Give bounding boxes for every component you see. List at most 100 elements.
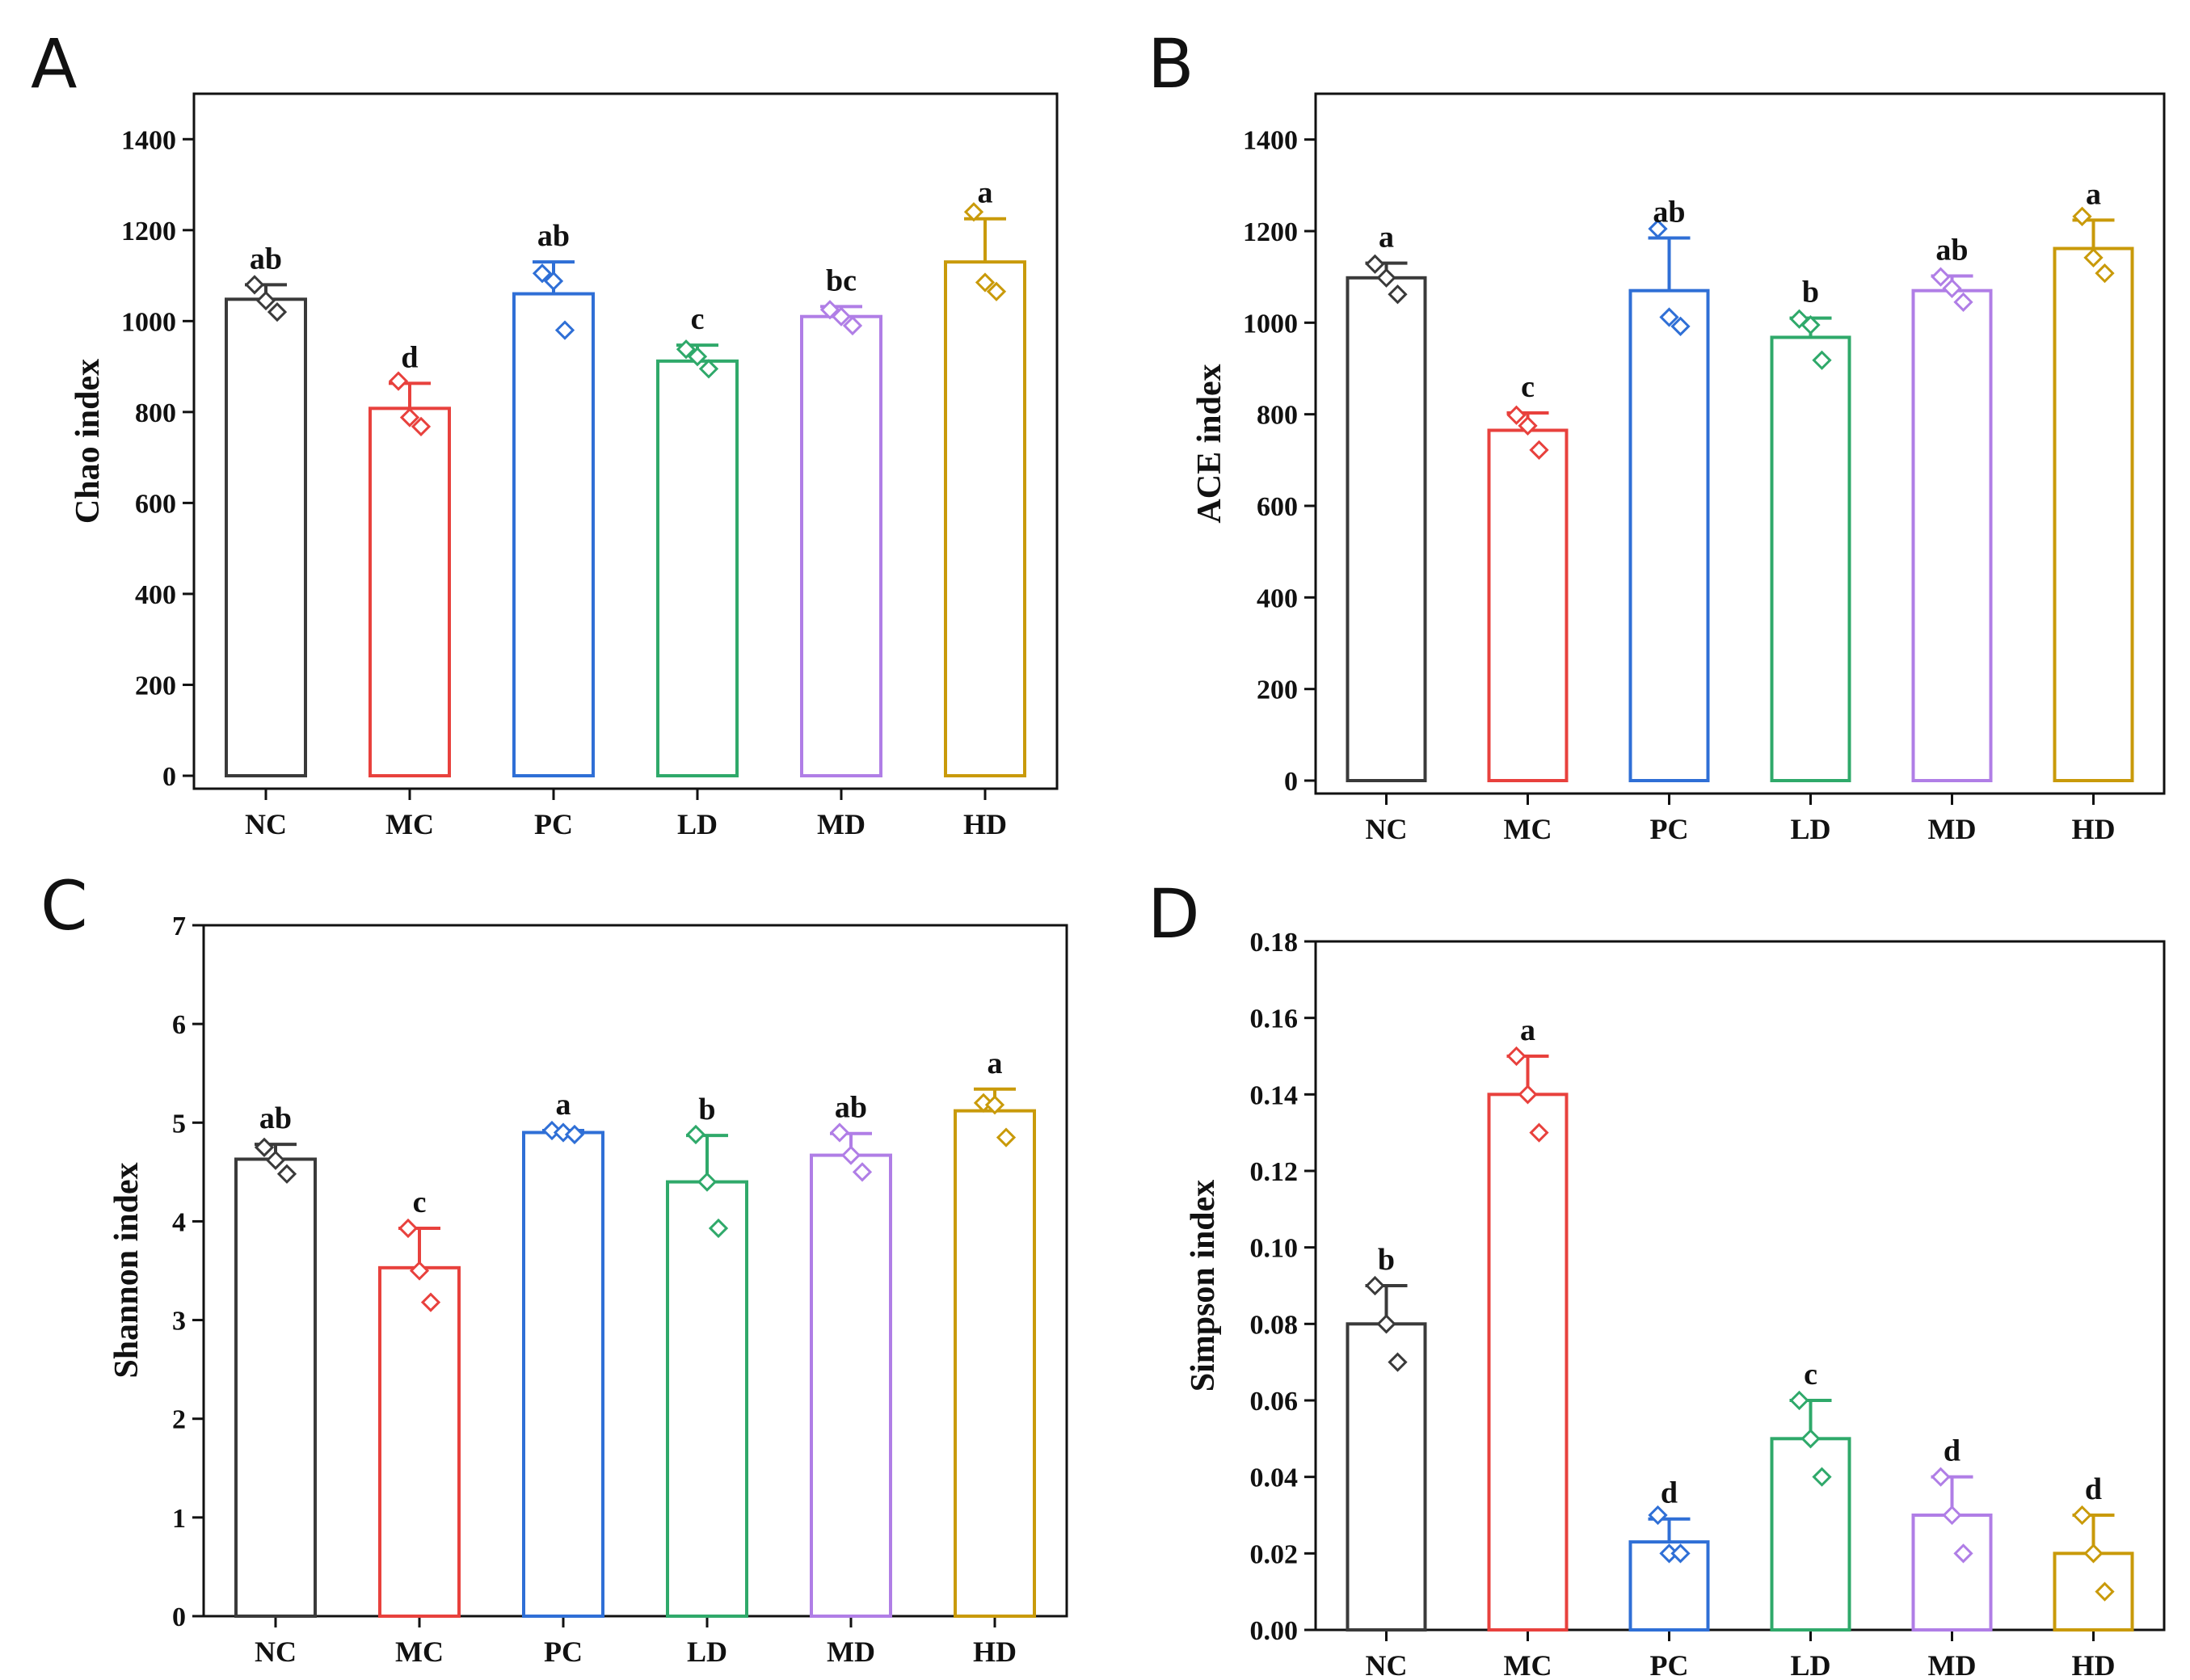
panel-b-data-point (1659, 307, 1679, 327)
panel-c-bar-hd (954, 1109, 1036, 1618)
panel-b-category-label: PC (1650, 813, 1689, 845)
panel-d-significance-label: a (1520, 1013, 1535, 1047)
panel-a-data-point (698, 359, 719, 379)
panel-c-significance-label: ab (259, 1101, 292, 1135)
panel-c-data-point (409, 1261, 430, 1281)
panel-c-significance-label: b (698, 1093, 715, 1126)
panel-b-significance-label: a (1379, 221, 1394, 255)
panel-c-data-point (685, 1124, 706, 1145)
panel-c-data-point (265, 1150, 286, 1170)
panel-a-bar-md (800, 314, 882, 777)
panel-b-significance-label: b (1802, 276, 1819, 309)
panel-b-data-point (1670, 316, 1691, 336)
panel-d-category-label: PC (1650, 1649, 1689, 1680)
panel-d-data-point (1953, 1543, 1973, 1564)
panel-d-data-point (1365, 1275, 1385, 1296)
panel-d-data-point (1670, 1543, 1691, 1564)
panel-a-category-label: PC (534, 808, 573, 840)
panel-b-bar-mc (1487, 428, 1569, 782)
panel-b-category-label: LD (1790, 813, 1830, 845)
panel-b-category-label: MC (1504, 813, 1552, 845)
panel-d-data-point (2095, 1581, 2115, 1602)
panel-a-category-label: MD (817, 808, 865, 840)
panel-c-bar-ld (666, 1180, 748, 1618)
panel-c-data-point (398, 1218, 419, 1239)
panel-b-label: B (1148, 24, 1194, 103)
panel-a-ytick-label: 600 (135, 489, 176, 519)
panel-d-significance-label: d (1944, 1434, 1960, 1468)
panel-d-ytick-label: 0.00 (1250, 1616, 1299, 1646)
panel-a-bar-nc (225, 297, 307, 778)
panel-b-data-point (1506, 405, 1527, 425)
panel-d-ytick-label: 0.10 (1250, 1234, 1299, 1264)
panel-c-data-point (829, 1122, 850, 1143)
panel-a-bar-pc (512, 292, 595, 778)
panel-c-bar-nc (234, 1157, 317, 1618)
panel-a-data-point (986, 281, 1007, 301)
panel-c-category-label: HD (973, 1636, 1017, 1668)
panel-a-data-point (388, 371, 409, 391)
panel-b-ytick-label: 1200 (1243, 217, 1298, 247)
panel-b-significance-label: c (1521, 370, 1535, 404)
panel-a-category-label: LD (677, 808, 718, 840)
panel-a-significance-label: d (401, 340, 418, 374)
panel-c-significance-label: c (413, 1185, 427, 1219)
panel-b-ytick-label: 800 (1257, 401, 1298, 431)
panel-a-data-point (831, 306, 852, 326)
panel-a-data-point (267, 301, 288, 322)
panel-a-ticks: 0 200 400 600 800 1000 1200 1400 NC MC PC LD MD HD (121, 125, 1007, 840)
panel-c-data-point (697, 1172, 718, 1192)
panel-d-data-point (1506, 1046, 1527, 1067)
panel-d-ytick-label: 0.06 (1250, 1387, 1299, 1417)
panel-b-data-point (1376, 267, 1396, 288)
panel-b-ytick-label: 0 (1284, 767, 1298, 797)
panel-d-bar-hd (2053, 1552, 2134, 1632)
panel-d-bar-ld (1770, 1437, 1851, 1632)
panel-a-bars: ab d ab c bc a (225, 176, 1026, 778)
panel-d-data-point (1529, 1122, 1549, 1143)
panel-b-category-label: HD (2072, 813, 2116, 845)
panel-c-ticks: 0 1 2 3 4 5 6 7 NC MC PC LD MD HD (172, 912, 1017, 1668)
panel-b-ytick-label: 600 (1257, 492, 1298, 522)
panel-b-ytick-label: 400 (1257, 583, 1298, 613)
panel-b-data-point (1648, 219, 1668, 239)
panel-c-data-point (564, 1124, 585, 1145)
panel-c-ylabel: Shannon index (108, 1162, 145, 1378)
panel-a-ytick-label: 200 (135, 671, 176, 701)
panel-d-category-label: LD (1790, 1649, 1830, 1680)
panel-d-ytick-label: 0.12 (1250, 1157, 1299, 1187)
panel-a-ytick-label: 800 (135, 398, 176, 428)
panel-d-label: D (1148, 874, 1200, 954)
panel-b-bar-hd (2053, 246, 2134, 782)
panel-c-data-point (840, 1145, 861, 1165)
panel-a-ytick-label: 1000 (121, 307, 176, 337)
panel-b-ytick-label: 200 (1257, 676, 1298, 705)
panel-b-significance-label: a (2086, 177, 2101, 211)
panel-c-category-label: PC (544, 1636, 583, 1668)
panel-b-significance-label: ab (1653, 196, 1685, 229)
panel-d-ylabel: Simpson index (1185, 1180, 1222, 1392)
panel-a-category-label: HD (963, 808, 1007, 840)
panel-a-data-point (842, 315, 863, 336)
panel-d-data-point (2072, 1505, 2092, 1526)
panel-b-bar-md (1911, 288, 1993, 782)
panel-c-bar-pc (522, 1131, 604, 1618)
panel-d-data-point (1518, 1084, 1538, 1105)
panel-d-bars: b a d c d d (1346, 1013, 2134, 1632)
panel-d-ytick-label: 0.14 (1250, 1080, 1299, 1110)
panel-a-data-point (399, 407, 420, 427)
panel-b: B ACE index 0 200 400 600 800 1000 1200 1400 NC M… (1148, 24, 2166, 845)
panel-d-data-point (1648, 1505, 1668, 1526)
panel-a-significance-label: bc (826, 263, 857, 297)
panel-c-ytick-label: 1 (172, 1504, 186, 1534)
panel-c-bar-mc (378, 1265, 461, 1618)
panel-a-significance-label: a (978, 176, 993, 210)
panel-b-category-label: NC (1366, 813, 1408, 845)
panel-a-ytick-label: 0 (162, 762, 176, 792)
panel-c-frame (202, 924, 1068, 1618)
panel-d-category-label: NC (1366, 1649, 1408, 1680)
panel-c-bar-md (810, 1153, 892, 1619)
panel-d-data-point (1800, 1429, 1821, 1449)
